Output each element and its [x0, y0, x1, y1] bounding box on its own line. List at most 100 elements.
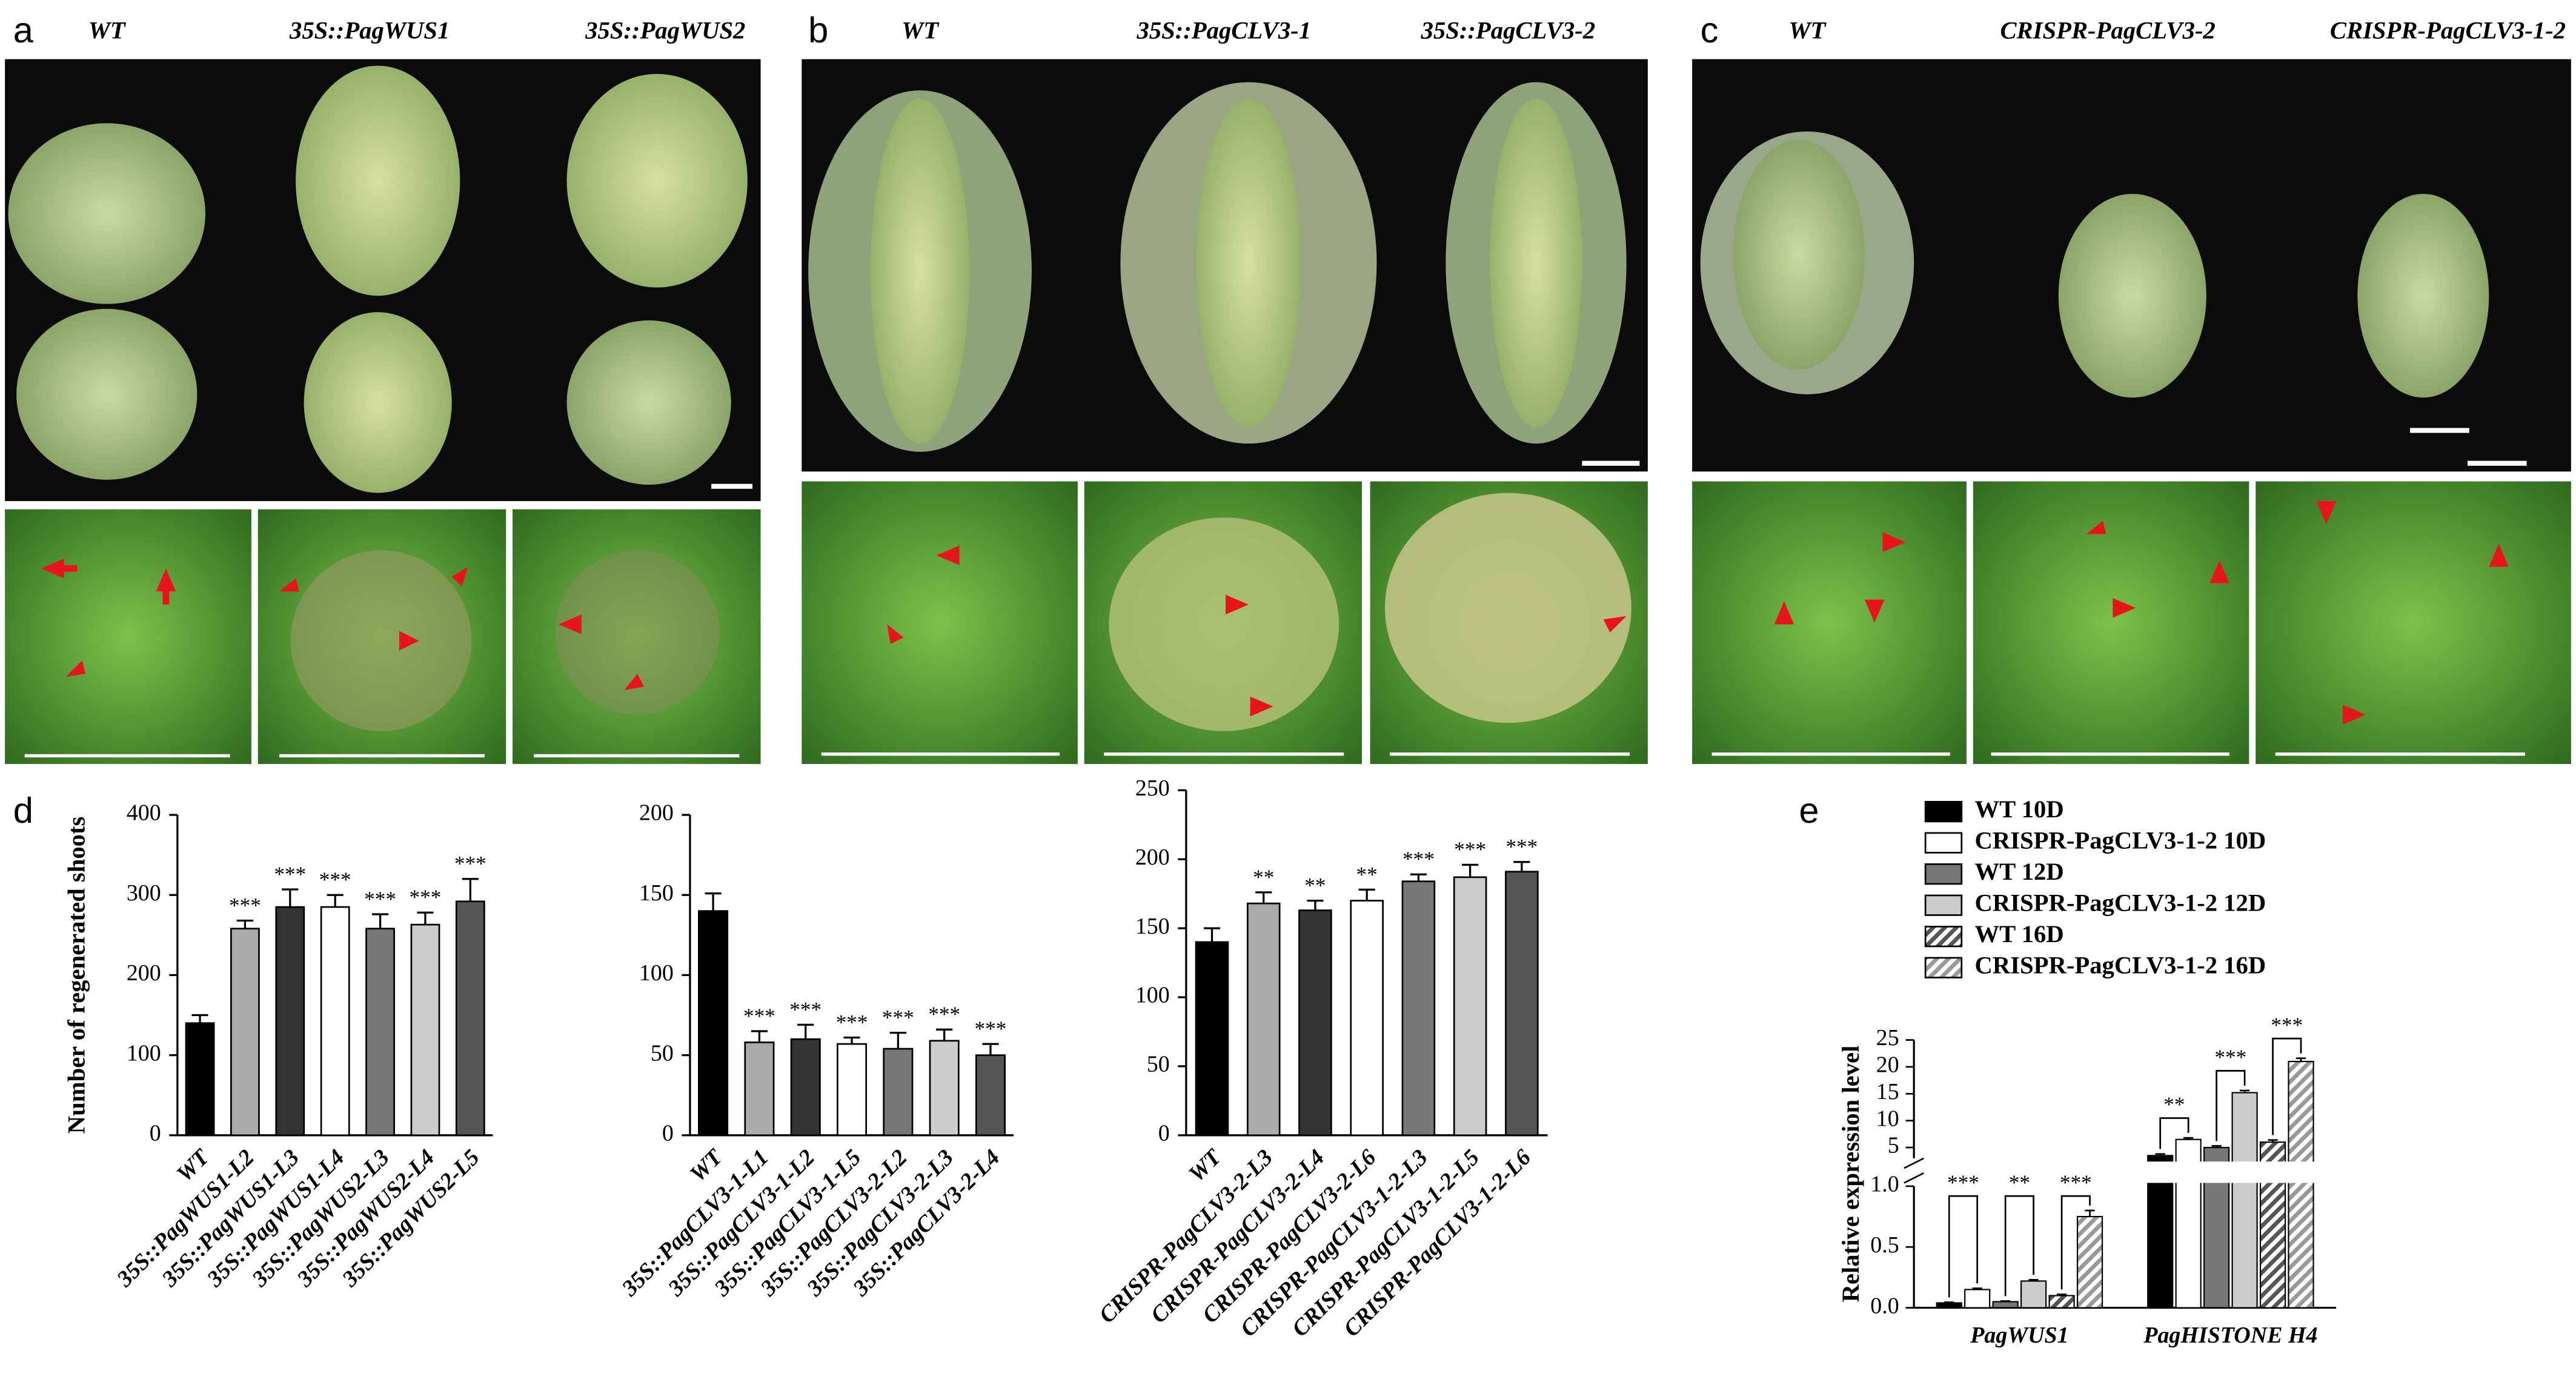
bar — [455, 900, 485, 1137]
y-tick-label: 150 — [1135, 914, 1170, 939]
significance-label: ** — [2009, 1171, 2030, 1194]
legend-label: WT 16D — [1975, 920, 2064, 948]
significance-label: *** — [364, 887, 396, 911]
bar — [975, 1054, 1006, 1137]
error-bar — [1307, 899, 1324, 911]
significance-label: *** — [274, 862, 306, 886]
caption: CRISPR-PagCLV3-1-2 — [2330, 17, 2566, 44]
legend-swatch — [1924, 863, 1963, 885]
significance-label: *** — [1403, 848, 1435, 871]
y-tick-label: 0.0 — [1870, 1293, 1899, 1318]
arrow-group — [41, 501, 2509, 725]
error-bar — [1203, 927, 1221, 942]
bar — [2288, 1060, 2314, 1309]
significance-label: *** — [743, 1004, 775, 1028]
legend-label: CRISPR-PagCLV3-1-2 10D — [1975, 826, 2266, 854]
significance-label: *** — [928, 1003, 960, 1026]
caption: 35S::PagWUS1 — [289, 17, 450, 44]
y-tick-label: 300 — [127, 880, 161, 906]
y-tick-label: 0 — [150, 1121, 161, 1146]
y-tick-label: 0 — [662, 1121, 674, 1146]
legend-label: WT 10D — [1975, 795, 2064, 823]
error-bar — [2155, 1153, 2165, 1156]
significance-label: *** — [1947, 1171, 1979, 1194]
photo — [5, 59, 761, 502]
significance-label: *** — [789, 998, 822, 1021]
bar — [185, 1022, 215, 1137]
legend-swatch — [1924, 926, 1963, 948]
bar — [2020, 1280, 2047, 1309]
y-tick-label: 15 — [1876, 1079, 1899, 1104]
significance-label: *** — [1454, 838, 1486, 862]
error-bar — [327, 894, 344, 908]
bar — [1350, 900, 1384, 1137]
error-bar — [282, 888, 299, 908]
error-bar — [2239, 1089, 2250, 1093]
error-bar — [1972, 1287, 1982, 1290]
panel-label: e — [1799, 790, 1819, 831]
significance-label: ** — [1304, 874, 1326, 897]
error-bar — [417, 911, 434, 925]
significance-label: *** — [1505, 835, 1538, 859]
significance-bracket — [2216, 1070, 2246, 1141]
error-bar — [2268, 1139, 2278, 1143]
y-tick-label: 200 — [639, 800, 674, 826]
error-bar — [2183, 1137, 2194, 1140]
axis-break — [1904, 1157, 1925, 1184]
significance-label: ** — [1253, 865, 1274, 889]
caption: WT — [88, 17, 127, 44]
significance-bracket — [2159, 1117, 2189, 1149]
bar — [744, 1041, 775, 1137]
y-tick-label: 200 — [127, 960, 161, 986]
caption: 35S::PagWUS2 — [585, 17, 745, 44]
y-tick-label: 10 — [1876, 1106, 1899, 1131]
y-axis-label: Number of regenerated shoots — [62, 817, 90, 1134]
y-axis-label: Relative expression level — [1837, 1046, 1864, 1303]
y-tick-label: 20 — [1876, 1052, 1899, 1078]
legend-label: WT 12D — [1975, 858, 2064, 885]
bar — [1298, 909, 1332, 1137]
y-tick-label: 100 — [639, 960, 674, 986]
error-bar — [936, 1028, 953, 1041]
error-bar — [1410, 873, 1427, 882]
significance-label: *** — [2271, 1013, 2303, 1037]
error-bar — [2211, 1145, 2222, 1148]
photo — [802, 481, 1648, 764]
photo — [5, 509, 761, 764]
significance-bracket — [1948, 1195, 1979, 1298]
bar — [1246, 902, 1281, 1137]
bar — [1195, 941, 1229, 1137]
legend-swatch — [1924, 800, 1963, 823]
bar — [320, 906, 350, 1137]
significance-label: ** — [2163, 1093, 2185, 1117]
y-tick-label: 100 — [1135, 983, 1170, 1008]
significance-bracket — [2004, 1195, 2034, 1297]
bar — [929, 1040, 960, 1137]
bar — [275, 906, 305, 1137]
error-bar — [705, 892, 722, 911]
error-bar — [751, 1030, 768, 1043]
error-bar — [1462, 863, 1479, 877]
photo — [1692, 59, 2571, 472]
photo — [802, 59, 1648, 472]
significance-label: *** — [454, 852, 486, 875]
error-bar — [1513, 861, 1530, 872]
y-tick-label: 250 — [1135, 776, 1170, 801]
bar — [2076, 1215, 2103, 1309]
error-bar — [236, 919, 253, 929]
error-bar — [462, 878, 479, 902]
y-tick-label: 200 — [1135, 845, 1170, 870]
panel-label: b — [808, 10, 828, 50]
bar — [1936, 1302, 1962, 1309]
error-bar — [843, 1036, 860, 1045]
y-tick-label: 25 — [1876, 1025, 1899, 1051]
y-tick-label: 150 — [639, 880, 674, 906]
y-tick-label: 100 — [127, 1040, 161, 1066]
error-bar — [2028, 1279, 2039, 1281]
y-tick-label: 50 — [651, 1040, 674, 1066]
y-tick-label: 0.5 — [1870, 1232, 1899, 1258]
panel-label: d — [13, 790, 33, 831]
error-bar — [2056, 1294, 2067, 1296]
x-tick-label: PagHISTONE H4 — [2143, 1323, 2317, 1348]
